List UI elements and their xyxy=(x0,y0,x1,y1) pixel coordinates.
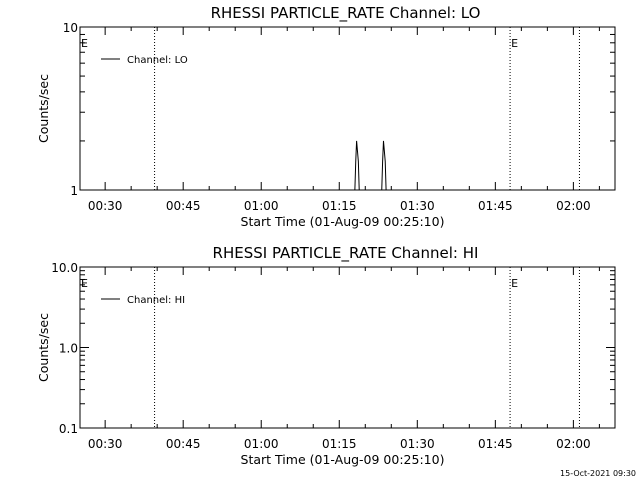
lo-x-tick-label: 00:30 xyxy=(88,199,123,213)
lo-x-tick-label: 01:00 xyxy=(244,199,279,213)
lo-x-tick-label: 01:30 xyxy=(400,199,435,213)
hi-x-tick-label: 01:00 xyxy=(244,437,279,451)
hi-y-axis-label: Counts/sec xyxy=(36,313,51,382)
lo-x-tick-label: 02:00 xyxy=(556,199,591,213)
hi-x-axis-label: Start Time (01-Aug-09 00:25:10) xyxy=(241,452,445,467)
lo-legend-label: Channel: LO xyxy=(127,55,188,66)
hi-event-marker-label: E xyxy=(511,277,518,290)
hi-plot-frame xyxy=(79,266,616,429)
lo-x-tick-label: 01:45 xyxy=(478,199,513,213)
hi-event-marker-label: E xyxy=(81,277,88,290)
lo-plot-frame xyxy=(79,26,616,191)
hi-x-tick-label: 01:30 xyxy=(400,437,435,451)
lo-series-line xyxy=(80,140,615,191)
lo-event-marker-label: E xyxy=(511,37,518,50)
hi-x-tick-label: 00:45 xyxy=(166,437,201,451)
hi-x-tick-label: 01:45 xyxy=(478,437,513,451)
hi-x-tick-label: 00:30 xyxy=(88,437,123,451)
hi-legend-label: Channel: HI xyxy=(127,295,185,306)
lo-x-tick-label: 00:45 xyxy=(166,199,201,213)
hi-y-tick-label: 10.0 xyxy=(51,261,78,275)
lo-x-axis-label: Start Time (01-Aug-09 00:25:10) xyxy=(241,214,445,229)
lo-x-tick-label: 01:15 xyxy=(322,199,357,213)
hi-x-tick-label: 01:15 xyxy=(322,437,357,451)
lo-y-axis-label: Counts/sec xyxy=(36,74,51,143)
lo-y-tick-label: 10 xyxy=(63,21,78,35)
lo-y-tick-label: 1 xyxy=(70,184,78,198)
timestamp-footer: 15-Oct-2021 09:30 xyxy=(560,469,636,478)
hi-chart-title: RHESSI PARTICLE_RATE Channel: HI xyxy=(213,244,479,263)
lo-chart-title: RHESSI PARTICLE_RATE Channel: LO xyxy=(211,4,481,23)
hi-y-tick-label: 0.1 xyxy=(59,422,78,436)
lo-event-marker-label: E xyxy=(81,37,88,50)
hi-y-tick-label: 1.0 xyxy=(59,342,78,356)
hi-x-tick-label: 02:00 xyxy=(556,437,591,451)
